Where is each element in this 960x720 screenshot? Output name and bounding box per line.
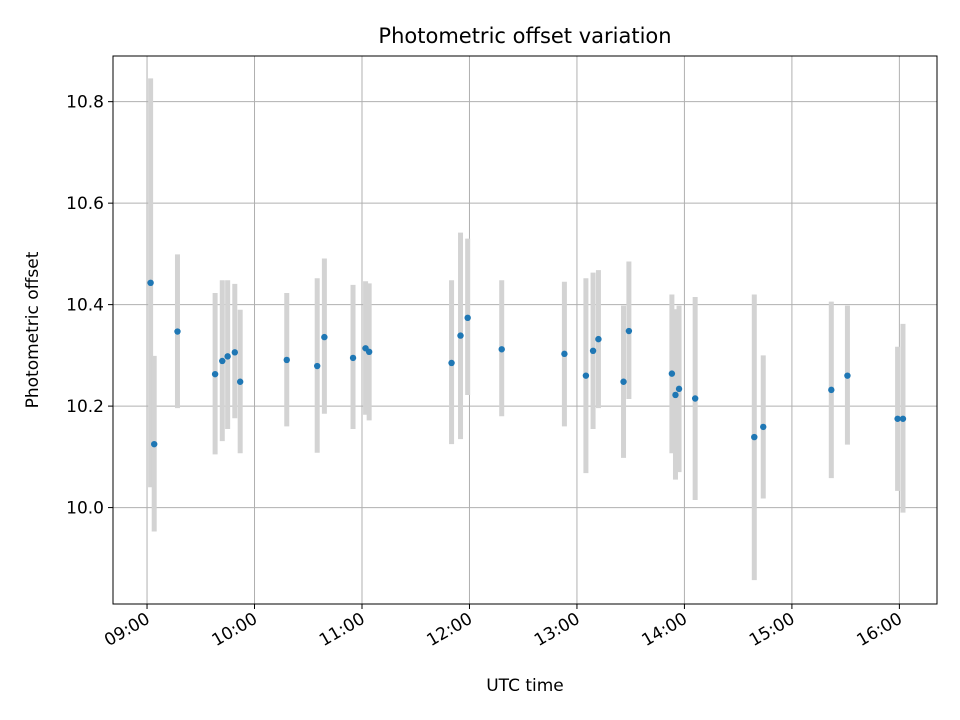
data-point xyxy=(691,395,699,402)
data-point xyxy=(224,353,231,360)
data-point xyxy=(620,378,627,385)
data-point xyxy=(828,386,835,394)
data-point xyxy=(314,362,321,370)
data-point xyxy=(899,415,907,422)
data-point xyxy=(457,332,464,339)
data-point xyxy=(561,350,568,358)
y-tick-label: 10.6 xyxy=(66,194,104,214)
data-point xyxy=(894,415,901,422)
data-point xyxy=(219,357,226,365)
data-point xyxy=(675,385,683,393)
data-point xyxy=(625,327,633,335)
data-point xyxy=(595,335,602,343)
data-point xyxy=(589,347,597,355)
data-point xyxy=(844,372,851,379)
data-point xyxy=(211,370,219,378)
data-point xyxy=(760,423,767,431)
data-point xyxy=(464,314,471,322)
grid xyxy=(113,56,937,604)
data-point xyxy=(147,279,154,287)
data-point xyxy=(174,328,181,335)
data-point xyxy=(672,391,679,399)
y-tick-label: 10.0 xyxy=(66,499,104,519)
data-point xyxy=(365,348,373,356)
data-point xyxy=(231,349,239,356)
chart-title: Photometric offset variation xyxy=(378,24,671,48)
data-point xyxy=(498,346,505,353)
data-point xyxy=(582,372,590,379)
y-axis: 10.0 10.2 10.4 10.6 10.8 xyxy=(66,93,113,519)
y-tick-label: 10.8 xyxy=(66,93,104,113)
data-point xyxy=(283,356,290,364)
data-point xyxy=(321,333,328,341)
x-axis-label: UTC time xyxy=(486,676,564,696)
data-points xyxy=(147,279,907,448)
data-point xyxy=(751,433,758,441)
plot-frame xyxy=(112,55,938,605)
data-point xyxy=(448,359,455,367)
data-point xyxy=(349,354,357,362)
data-point xyxy=(668,370,676,377)
y-axis-label: Photometric offset xyxy=(23,251,43,408)
y-tick-label: 10.4 xyxy=(66,296,104,316)
data-point xyxy=(236,378,244,385)
y-tick-label: 10.2 xyxy=(66,397,104,417)
data-point xyxy=(151,440,158,448)
